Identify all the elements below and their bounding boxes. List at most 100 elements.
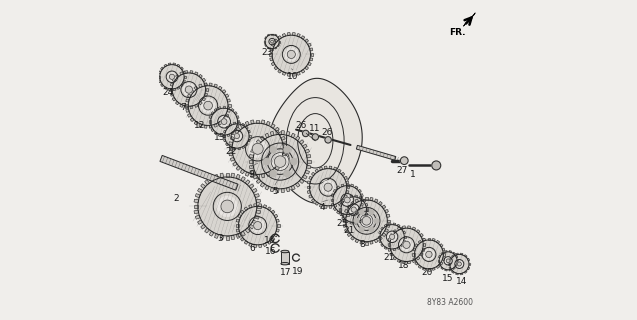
Text: 17: 17 — [280, 268, 291, 277]
Polygon shape — [341, 213, 344, 216]
Polygon shape — [387, 244, 390, 246]
Polygon shape — [186, 99, 189, 102]
Polygon shape — [190, 90, 194, 93]
Polygon shape — [271, 237, 275, 241]
Polygon shape — [291, 133, 295, 138]
Polygon shape — [303, 144, 307, 148]
Polygon shape — [319, 204, 323, 207]
Polygon shape — [297, 34, 300, 37]
Polygon shape — [264, 37, 266, 39]
Polygon shape — [185, 106, 188, 108]
Circle shape — [332, 185, 362, 215]
Polygon shape — [245, 172, 249, 176]
Polygon shape — [228, 104, 231, 107]
Polygon shape — [231, 132, 234, 135]
Polygon shape — [422, 238, 426, 241]
Text: 11: 11 — [309, 124, 320, 133]
Polygon shape — [422, 248, 425, 252]
Polygon shape — [210, 177, 214, 182]
Polygon shape — [412, 227, 415, 230]
Circle shape — [185, 86, 192, 93]
Polygon shape — [244, 241, 248, 244]
Polygon shape — [197, 188, 203, 193]
Polygon shape — [308, 62, 311, 66]
Text: 4: 4 — [320, 204, 326, 212]
Polygon shape — [361, 194, 363, 197]
Polygon shape — [344, 176, 347, 180]
Polygon shape — [441, 252, 443, 254]
Polygon shape — [256, 174, 259, 178]
Polygon shape — [457, 260, 458, 262]
Polygon shape — [385, 209, 389, 213]
Polygon shape — [274, 233, 278, 237]
Bar — [281, 252, 289, 264]
Polygon shape — [360, 197, 363, 201]
Polygon shape — [278, 44, 280, 46]
Polygon shape — [355, 222, 357, 224]
Polygon shape — [382, 233, 386, 236]
Circle shape — [224, 123, 250, 149]
Polygon shape — [340, 213, 342, 216]
Polygon shape — [180, 72, 183, 75]
Circle shape — [263, 158, 269, 165]
Polygon shape — [381, 244, 383, 247]
Polygon shape — [187, 114, 191, 117]
Polygon shape — [195, 72, 198, 75]
Polygon shape — [329, 205, 332, 208]
Polygon shape — [468, 258, 469, 261]
Polygon shape — [199, 75, 203, 78]
Circle shape — [221, 119, 227, 124]
Polygon shape — [277, 224, 280, 227]
Polygon shape — [432, 268, 435, 270]
Polygon shape — [248, 243, 252, 246]
Polygon shape — [359, 220, 362, 223]
Polygon shape — [307, 186, 310, 188]
Polygon shape — [453, 267, 455, 269]
Circle shape — [183, 84, 194, 95]
Polygon shape — [201, 184, 206, 188]
Text: 14: 14 — [456, 277, 468, 286]
Polygon shape — [427, 238, 430, 240]
Polygon shape — [278, 36, 282, 39]
Polygon shape — [365, 204, 368, 206]
Circle shape — [270, 147, 276, 153]
Polygon shape — [225, 94, 229, 98]
Circle shape — [325, 137, 331, 143]
Polygon shape — [236, 219, 240, 222]
Polygon shape — [281, 136, 285, 140]
Polygon shape — [393, 223, 396, 225]
Polygon shape — [215, 174, 218, 179]
Polygon shape — [339, 208, 341, 211]
Polygon shape — [455, 264, 458, 266]
Circle shape — [285, 48, 297, 61]
Polygon shape — [236, 125, 239, 127]
Polygon shape — [236, 116, 239, 118]
Polygon shape — [329, 166, 332, 169]
Polygon shape — [227, 107, 230, 109]
Circle shape — [287, 50, 296, 59]
Polygon shape — [184, 76, 186, 78]
Circle shape — [389, 227, 424, 263]
Polygon shape — [315, 169, 318, 172]
Polygon shape — [180, 104, 183, 108]
Polygon shape — [397, 224, 400, 227]
Polygon shape — [233, 148, 236, 150]
Polygon shape — [310, 53, 313, 56]
Circle shape — [340, 196, 368, 223]
Polygon shape — [445, 251, 447, 252]
Polygon shape — [244, 207, 248, 211]
Circle shape — [217, 196, 237, 216]
Polygon shape — [204, 83, 208, 86]
Polygon shape — [415, 262, 418, 265]
Polygon shape — [350, 222, 353, 224]
Polygon shape — [249, 155, 254, 158]
Polygon shape — [393, 230, 397, 233]
Polygon shape — [356, 145, 396, 160]
Polygon shape — [287, 73, 290, 76]
Polygon shape — [413, 253, 415, 256]
Ellipse shape — [281, 250, 289, 253]
Polygon shape — [299, 179, 304, 183]
Polygon shape — [308, 43, 311, 47]
Polygon shape — [271, 210, 275, 214]
Polygon shape — [283, 152, 287, 156]
